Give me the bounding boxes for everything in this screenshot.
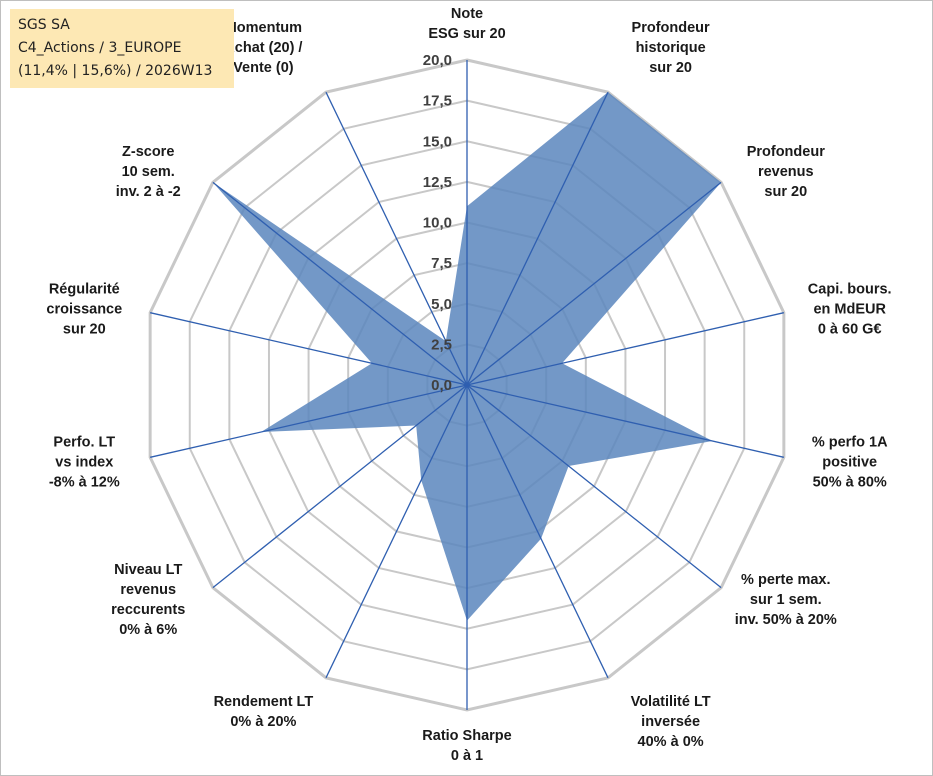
axis-label-line: sur 20	[764, 184, 807, 200]
axis-label: Z-score 10 sem. inv. 2 à -2	[116, 144, 181, 200]
axis-label: Capi. bours. en MdEUR 0 à 60 G€	[808, 282, 892, 338]
axis-label-line: Momentum	[225, 20, 302, 36]
axis-label-line: Profondeur	[632, 20, 710, 36]
axis-label-line: 0 à 60 G€	[818, 322, 882, 338]
axis-label: Momentum Achat (20) / Vente (0)	[224, 20, 302, 76]
axis-label-line: inversée	[641, 714, 700, 730]
tick-label: 17,5	[423, 93, 452, 110]
axis-label-line: Volatilité LT	[631, 694, 711, 710]
axis-label-line: sur 20	[63, 322, 106, 338]
axis-label-line: % perte max.	[741, 572, 830, 588]
info-box-stats: (11,4% | 15,6%) / 2026W13	[18, 63, 213, 79]
axis-label-line: croissance	[46, 302, 122, 318]
axis-label-line: Vente (0)	[233, 60, 294, 76]
info-box-category: C4_Actions / 3_EUROPE	[18, 40, 182, 56]
axis-label-line: vs index	[55, 454, 113, 470]
axis-label-line: -8% à 12%	[49, 474, 120, 490]
axis-label: % perfo 1A positive 50% à 80%	[812, 434, 888, 490]
axis-label: Note ESG sur 20	[428, 6, 505, 42]
axis-label-line: sur 20	[649, 60, 692, 76]
axis-label: Volatilité LT inversée 40% à 0%	[631, 694, 711, 750]
tick-label: 10,0	[423, 215, 452, 232]
axis-label-line: revenus	[120, 582, 176, 598]
axis-spoke	[466, 384, 722, 589]
radar-axes	[150, 60, 784, 710]
tick-label: 0,0	[431, 377, 452, 394]
axis-label: Rendement LT 0% à 20%	[214, 694, 314, 730]
axis-label-line: inv. 2 à -2	[116, 184, 181, 200]
axis-label: Perfo. LT vs index -8% à 12%	[49, 434, 120, 490]
tick-label: 20,0	[423, 52, 452, 69]
axis-label-line: en MdEUR	[813, 302, 886, 318]
axis-label-line: % perfo 1A	[812, 434, 888, 450]
axis-label-line: ESG sur 20	[428, 26, 505, 42]
axis-label-line: Achat (20) /	[224, 40, 302, 56]
tick-label: 5,0	[431, 296, 452, 313]
axis-label-line: revenus	[758, 164, 814, 180]
axis-label: Profondeur revenus sur 20	[747, 144, 825, 200]
tick-label: 2,5	[431, 336, 452, 353]
axis-label: Ratio Sharpe 0 à 1	[422, 728, 511, 764]
axis-label-line: Note	[451, 6, 483, 22]
axis-label-line: 0 à 1	[451, 748, 483, 764]
axis-label-line: Z-score	[122, 144, 174, 160]
axis-label-line: sur 1 sem.	[750, 592, 822, 608]
axis-label: Profondeur historique sur 20	[632, 20, 710, 76]
tick-label: 12,5	[423, 174, 452, 191]
tick-label: 15,0	[423, 133, 452, 150]
info-box: SGS SA C4_Actions / 3_EUROPE (11,4% | 15…	[10, 9, 234, 88]
axis-spoke	[150, 312, 468, 386]
axis-spoke	[466, 181, 722, 386]
axis-spoke	[325, 91, 468, 386]
axis-label-line: inv. 50% à 20%	[735, 612, 837, 628]
axis-spoke	[212, 181, 468, 386]
radar-tick-labels: 0,0 2,5 5,0 7,5 10,0 12,5 15,0 17,5 20,0	[423, 52, 452, 394]
axis-label-line: Capi. bours.	[808, 282, 892, 298]
axis-label: Niveau LT revenus reccurents 0% à 6%	[111, 562, 185, 638]
axis-label-line: Niveau LT	[114, 562, 182, 578]
axis-label-line: positive	[822, 454, 877, 470]
axis-label: % perte max. sur 1 sem. inv. 50% à 20%	[735, 572, 837, 628]
axis-label-line: Perfo. LT	[53, 434, 115, 450]
axis-label-line: 10 sem.	[122, 164, 175, 180]
axis-spoke	[325, 384, 468, 679]
axis-label-line: Ratio Sharpe	[422, 728, 511, 744]
axis-label-line: reccurents	[111, 602, 185, 618]
axis-label-line: Régularité	[49, 282, 120, 298]
axis-label-line: 0% à 20%	[230, 714, 296, 730]
axis-spoke	[466, 91, 609, 386]
axis-label-line: historique	[636, 40, 706, 56]
axis-label-line: 0% à 6%	[119, 622, 177, 638]
axis-label: Régularité croissance sur 20	[46, 282, 122, 338]
axis-label-line: Profondeur	[747, 144, 825, 160]
axis-label-line: 40% à 0%	[638, 734, 704, 750]
axis-spoke	[212, 384, 468, 589]
axis-label-line: 50% à 80%	[813, 474, 887, 490]
axis-label-line: Rendement LT	[214, 694, 314, 710]
axis-spoke	[466, 312, 784, 386]
tick-label: 7,5	[431, 255, 452, 272]
axis-spoke	[466, 384, 609, 679]
axis-spoke	[466, 384, 784, 458]
axis-spoke	[150, 384, 468, 458]
radar-axis-labels: Note ESG sur 20 Profondeur historique sur 20…	[46, 6, 891, 764]
info-box-company: SGS SA	[18, 17, 70, 33]
